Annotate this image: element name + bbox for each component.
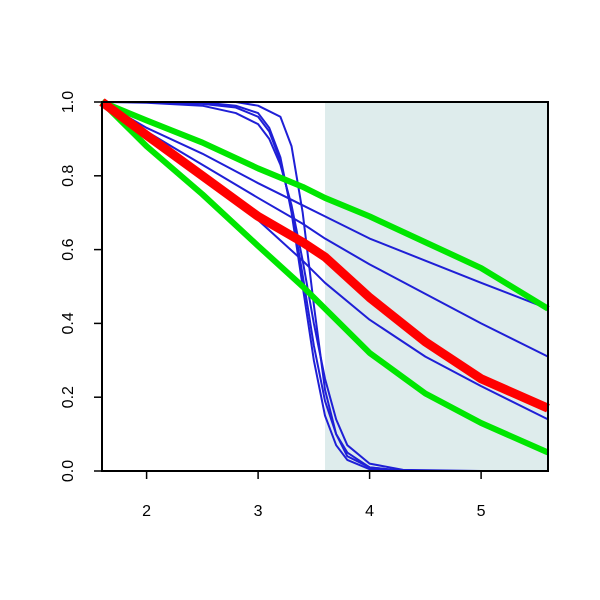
y-tick-label: 0.4 xyxy=(60,312,77,334)
red-series-line-10 xyxy=(99,98,550,413)
x-tick-label: 3 xyxy=(254,503,263,520)
y-tick-label: 1.0 xyxy=(60,91,77,113)
x-tick-label: 4 xyxy=(365,503,374,520)
axes-layer: 2 3 4 5 0.0 0.2 0.4 0.6 0.8 1.0 xyxy=(60,91,549,520)
y-tick-label: 0.2 xyxy=(60,386,77,408)
green-series-line-9 xyxy=(99,99,550,456)
y-tick-label: 0.8 xyxy=(60,165,77,187)
blue-series-line-6 xyxy=(101,101,549,358)
green-series-line-8 xyxy=(100,99,550,312)
x-tick-label: 5 xyxy=(477,503,486,520)
y-tick-label: 0.6 xyxy=(60,238,77,260)
blue-series-line-5 xyxy=(101,101,549,310)
blue-series-line-3 xyxy=(102,101,548,472)
y-tick-label: 0.0 xyxy=(60,460,77,482)
plot-frame xyxy=(101,101,549,472)
series-layer xyxy=(99,98,550,472)
x-tick-label: 2 xyxy=(142,503,151,520)
